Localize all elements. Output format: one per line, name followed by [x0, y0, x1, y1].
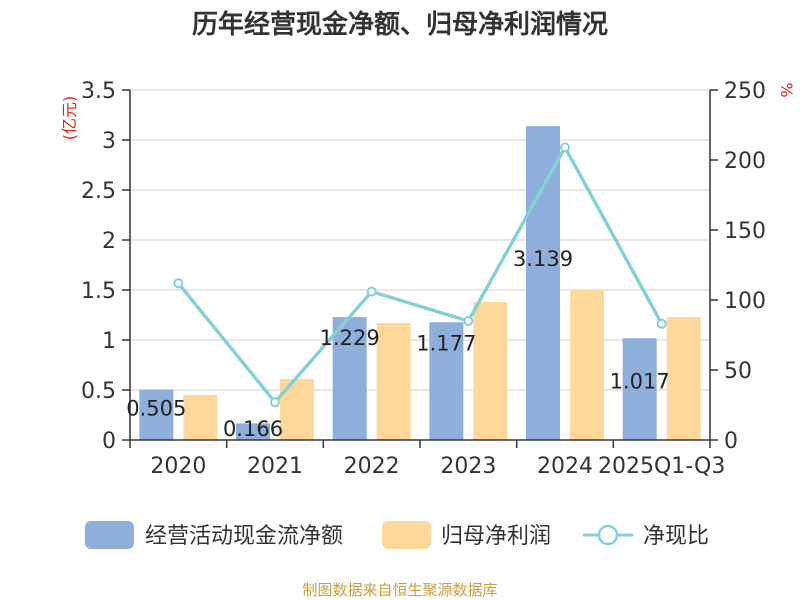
x-tick-label: 2020: [150, 454, 206, 479]
data-label: 1.229: [320, 326, 380, 350]
axes: 0 0.5 1 1.5 2 2.5 3 3.5 0 50 100 150 200 250 2020 2021 2…: [81, 79, 766, 479]
right-tick-label: 150: [724, 219, 766, 244]
left-tick-label: 3: [102, 129, 116, 154]
legend-marker: [597, 524, 619, 546]
left-axis-unit: (亿元): [60, 96, 79, 141]
ratio-point: [270, 397, 280, 408]
data-label: 1.177: [416, 331, 476, 355]
x-tick-label: 2022: [344, 454, 400, 479]
ratio-point: [656, 318, 667, 329]
bar: [376, 323, 411, 440]
left-tick-label: 1: [102, 329, 116, 354]
x-tick-label: 2023: [440, 454, 496, 479]
left-tick-label: 0: [102, 429, 116, 454]
legend-swatch: [382, 521, 431, 549]
bar: [139, 389, 174, 440]
data-label: 0.166: [223, 417, 283, 441]
ratio-point: [366, 286, 377, 297]
legend-label: 净现比: [643, 524, 709, 549]
left-tick-label: 2.5: [81, 179, 116, 204]
ratio-point: [173, 278, 184, 289]
right-tick-label: 50: [724, 359, 752, 384]
x-tick-label: 2021: [247, 454, 303, 479]
right-tick-label: 100: [724, 289, 766, 314]
right-tick-label: 200: [724, 149, 766, 174]
bar: [473, 302, 508, 440]
bar: [526, 126, 560, 440]
data-label: 3.139: [513, 247, 573, 271]
x-tick-label: 2025Q1-Q3: [598, 454, 725, 479]
ratio-line: [173, 142, 667, 408]
ratio-point: [463, 316, 474, 326]
bar: [183, 395, 218, 440]
chart-title: 历年经营现金净额、归母净利润情况: [192, 9, 608, 40]
left-tick-label: 1.5: [81, 279, 116, 304]
bar: [666, 317, 701, 440]
bar: [332, 317, 367, 440]
bar: [429, 322, 464, 440]
x-tick-label: 2024: [537, 454, 593, 479]
left-tick-label: 3.5: [81, 79, 116, 104]
legend-swatch: [85, 521, 134, 549]
left-tick-label: 2: [102, 229, 116, 254]
data-label: 1.017: [610, 369, 670, 393]
data-label: 0.505: [126, 397, 186, 421]
source-note: 制图数据来自恒生聚源数据库: [302, 581, 497, 599]
legend-label: 经营活动现金流净额: [145, 524, 343, 549]
legend-label: 归母净利润: [441, 524, 551, 549]
legend: 经营活动现金流净额 归母净利润 净现比: [85, 521, 709, 549]
left-tick-label: 0.5: [81, 379, 116, 404]
data-labels: 0.505 0.166 1.229 1.177 3.139 1.017: [126, 247, 669, 441]
right-tick-label: 0: [724, 429, 738, 454]
bars: [139, 126, 701, 440]
bar: [570, 290, 604, 440]
right-tick-label: 250: [724, 79, 766, 104]
bar: [622, 338, 657, 440]
ratio-line-path: [176, 143, 664, 405]
right-axis-unit: %: [777, 82, 796, 97]
ratio-point: [560, 142, 570, 153]
bar: [236, 423, 270, 440]
